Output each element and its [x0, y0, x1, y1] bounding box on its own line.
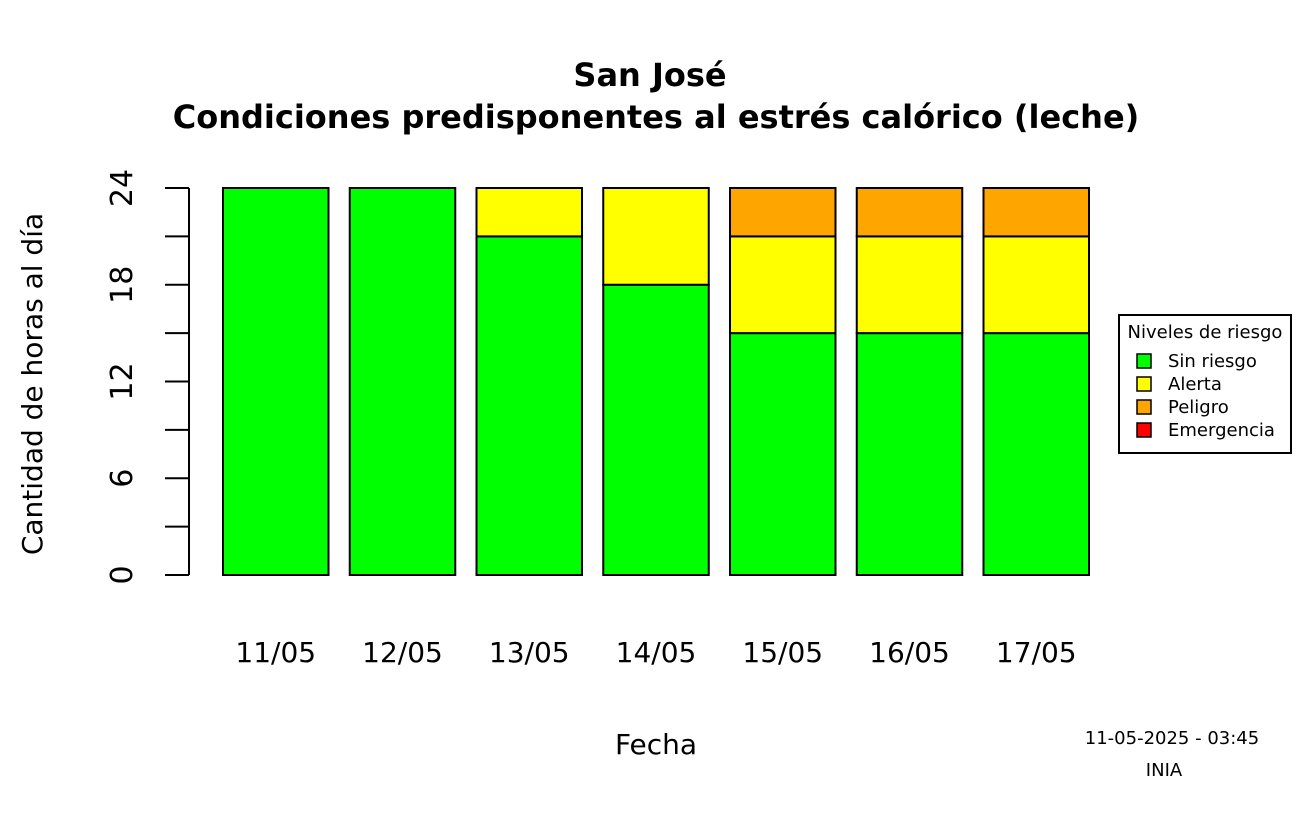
legend-label: Emergencia	[1168, 420, 1275, 441]
bar-segment	[475, 235, 583, 576]
bar-segment	[729, 235, 837, 335]
x-tick-label: 14/05	[616, 636, 697, 669]
x-tick-label: 11/05	[235, 636, 316, 669]
y-tick-label: 12	[105, 362, 140, 400]
legend-swatch	[1136, 353, 1152, 369]
y-tick-label: 0	[105, 565, 140, 584]
bar-segment	[348, 187, 457, 576]
x-tick-label: 12/05	[362, 636, 443, 669]
x-tick-label: 15/05	[742, 636, 823, 669]
bar-segment	[475, 187, 583, 238]
bar-segment	[855, 332, 964, 576]
bar-segment	[729, 332, 837, 576]
bar-segment	[729, 187, 837, 238]
footer-timestamp: 11-05-2025 - 03:45	[1085, 728, 1259, 749]
bar-segment	[982, 332, 1090, 576]
bar-segment	[602, 283, 710, 576]
y-axis-label: Cantidad de horas al día	[16, 213, 49, 555]
legend-label: Sin riesgo	[1168, 351, 1257, 372]
bar-segment	[855, 235, 964, 335]
bar-segment	[602, 187, 710, 286]
bar-segment	[855, 187, 964, 238]
bar-segment	[982, 235, 1090, 335]
x-tick-label: 13/05	[489, 636, 570, 669]
legend-swatch	[1136, 399, 1152, 415]
x-tick-labels: 11/05 12/05 13/05 14/05 15/05 16/05 17/05	[235, 636, 1076, 669]
legend-box	[1118, 314, 1292, 454]
x-tick-label: 17/05	[996, 636, 1077, 669]
y-axis: 0 6 12 18 24	[105, 169, 190, 585]
legend-label: Peligro	[1168, 397, 1229, 418]
legend-swatch	[1136, 376, 1152, 392]
legend-title: Niveles de riesgo	[1128, 322, 1283, 343]
bar-segment	[982, 187, 1090, 238]
footer-source: INIA	[1146, 760, 1183, 781]
y-tick-label: 24	[105, 169, 140, 207]
bar-segment	[222, 187, 330, 576]
chart-title: San José	[573, 56, 726, 94]
y-tick-label: 6	[105, 469, 140, 488]
legend: Niveles de riesgo Sin riesgoAlertaPeligr…	[1118, 314, 1292, 454]
bars-group	[222, 187, 1090, 576]
legend-swatch	[1136, 422, 1152, 438]
y-tick-label: 18	[105, 266, 140, 304]
x-axis-label: Fecha	[615, 728, 697, 761]
chart-subtitle: Condiciones predisponentes al estrés cal…	[173, 98, 1140, 136]
legend-label: Alerta	[1168, 374, 1222, 395]
x-tick-label: 16/05	[869, 636, 950, 669]
